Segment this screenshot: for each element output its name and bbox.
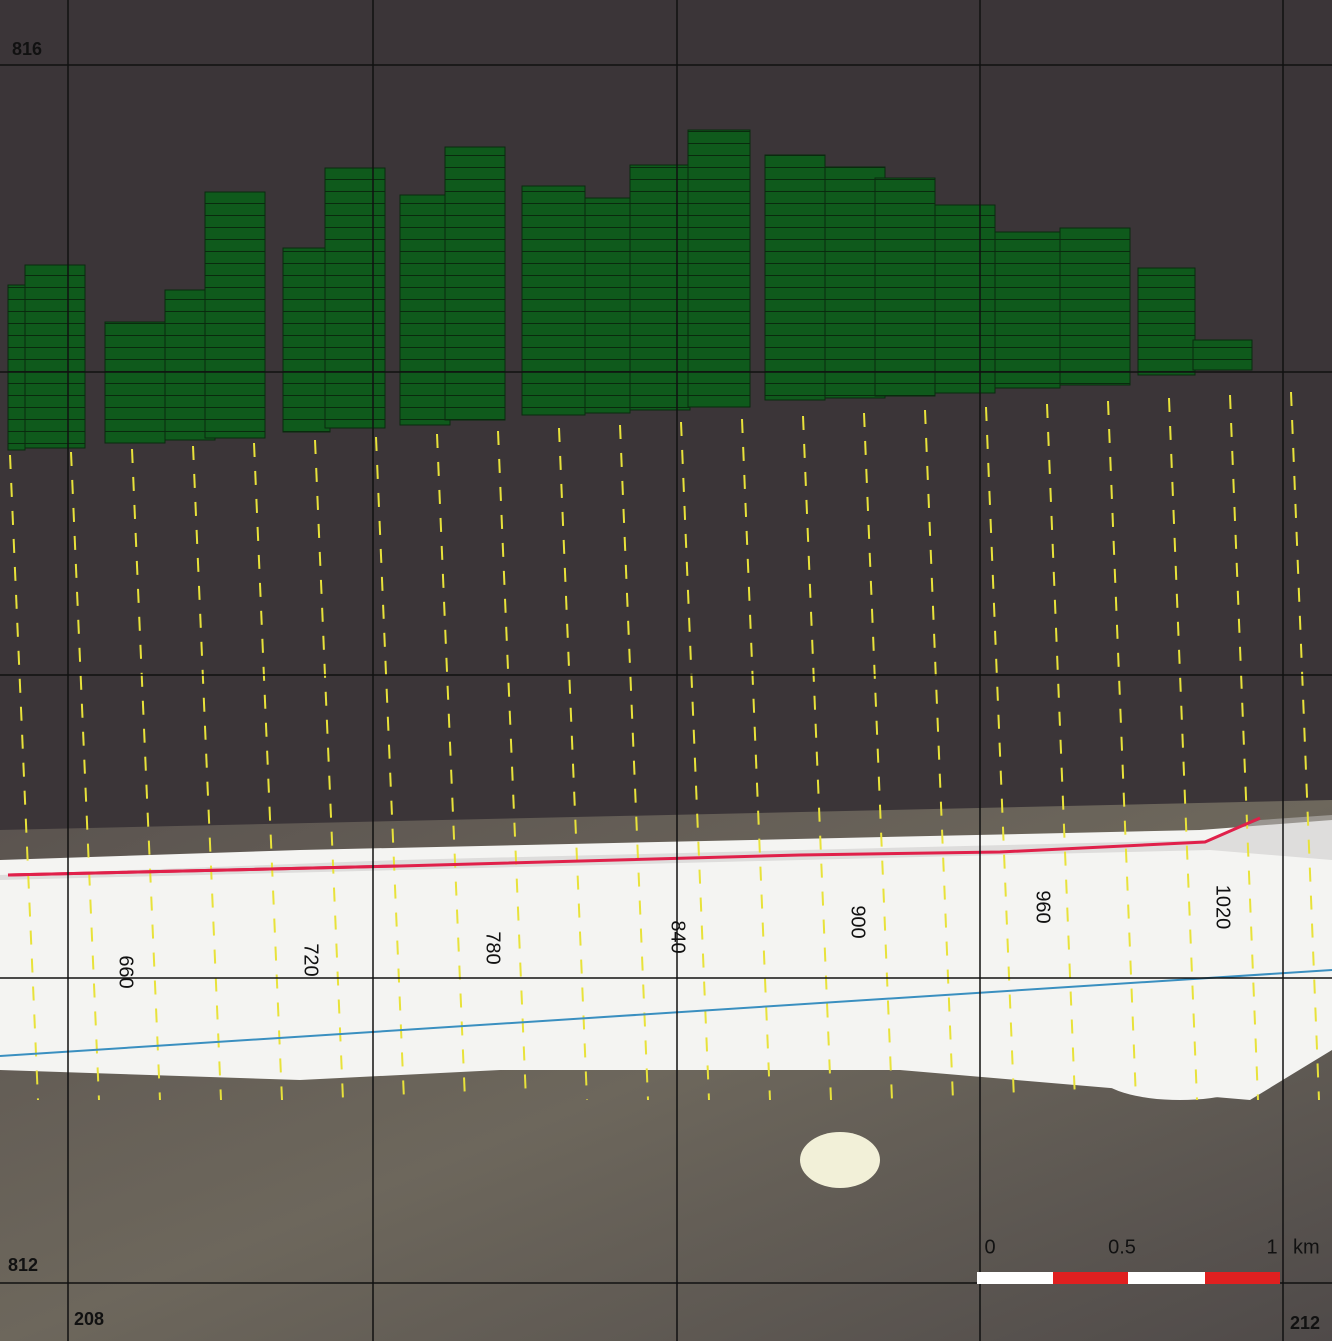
transect-line	[985, 406, 1015, 1101]
transect-label: 1020	[1212, 885, 1234, 930]
transect-label: 780	[482, 931, 504, 964]
rate-bar	[764, 154, 826, 401]
rate-bar	[399, 194, 451, 426]
scale-label: km	[1293, 1236, 1320, 1258]
rate-bar	[204, 191, 266, 439]
transect-label: 720	[300, 943, 322, 976]
transect-line	[680, 421, 710, 1101]
rate-bar	[1137, 267, 1196, 376]
scale-label: 0	[984, 1236, 995, 1258]
beach	[0, 820, 1332, 1100]
transect-line	[1168, 397, 1198, 1101]
transect-line	[802, 415, 832, 1101]
grid-label: 816	[12, 39, 42, 59]
rate-bar	[1192, 339, 1253, 371]
transect-label: 840	[667, 920, 689, 953]
transect-label: 900	[847, 905, 869, 938]
grid-label: 212	[1290, 1313, 1320, 1333]
rate-bar	[934, 204, 996, 394]
rate-bar	[24, 264, 86, 449]
transect-label: 660	[115, 955, 137, 988]
transect-line	[1107, 400, 1137, 1101]
rate-bar	[7, 284, 26, 451]
transect-line	[924, 409, 954, 1101]
rate-bar	[521, 185, 586, 416]
grid-label: 812	[8, 1255, 38, 1275]
sand-patch	[800, 1132, 880, 1188]
rate-bar	[104, 321, 166, 444]
transect-label: 960	[1032, 890, 1054, 923]
scale-segment	[1128, 1272, 1205, 1284]
transect-line	[863, 412, 893, 1101]
rate-bar	[584, 197, 631, 414]
shoreline	[7, 816, 1261, 877]
transect-labels: 660 720 780 840 900 960 1020	[115, 885, 1234, 989]
transect-line	[558, 427, 588, 1101]
scale-bar: 0 0.5 1 km	[977, 1236, 1320, 1284]
rate-bar	[444, 146, 506, 421]
grid-label: 208	[74, 1309, 104, 1329]
rate-bar	[687, 129, 751, 408]
scale-label: 0.5	[1108, 1236, 1136, 1258]
rate-bar	[324, 167, 386, 429]
rate-bar	[282, 247, 331, 433]
rate-bar	[874, 177, 936, 397]
transect-line	[9, 454, 39, 1101]
transect-line	[192, 445, 222, 1101]
sand-patch	[1100, 1050, 1260, 1100]
transects	[9, 391, 1320, 1101]
transect-line	[619, 424, 649, 1101]
transect-line	[70, 451, 100, 1101]
rate-bar	[994, 231, 1061, 389]
transect-line	[741, 418, 771, 1101]
scale-segment	[1205, 1272, 1280, 1284]
transect-line	[131, 448, 161, 1101]
rate-bar	[1059, 227, 1131, 386]
rate-bars	[7, 129, 1253, 451]
baseline	[0, 969, 1332, 1057]
rate-bar	[629, 164, 691, 411]
transect-line	[1229, 394, 1259, 1101]
scale-label: 1	[1266, 1236, 1277, 1258]
scale-segment	[1053, 1272, 1128, 1284]
scale-segment	[977, 1272, 1053, 1284]
transect-line	[1290, 391, 1320, 1101]
transect-line	[1046, 403, 1076, 1101]
